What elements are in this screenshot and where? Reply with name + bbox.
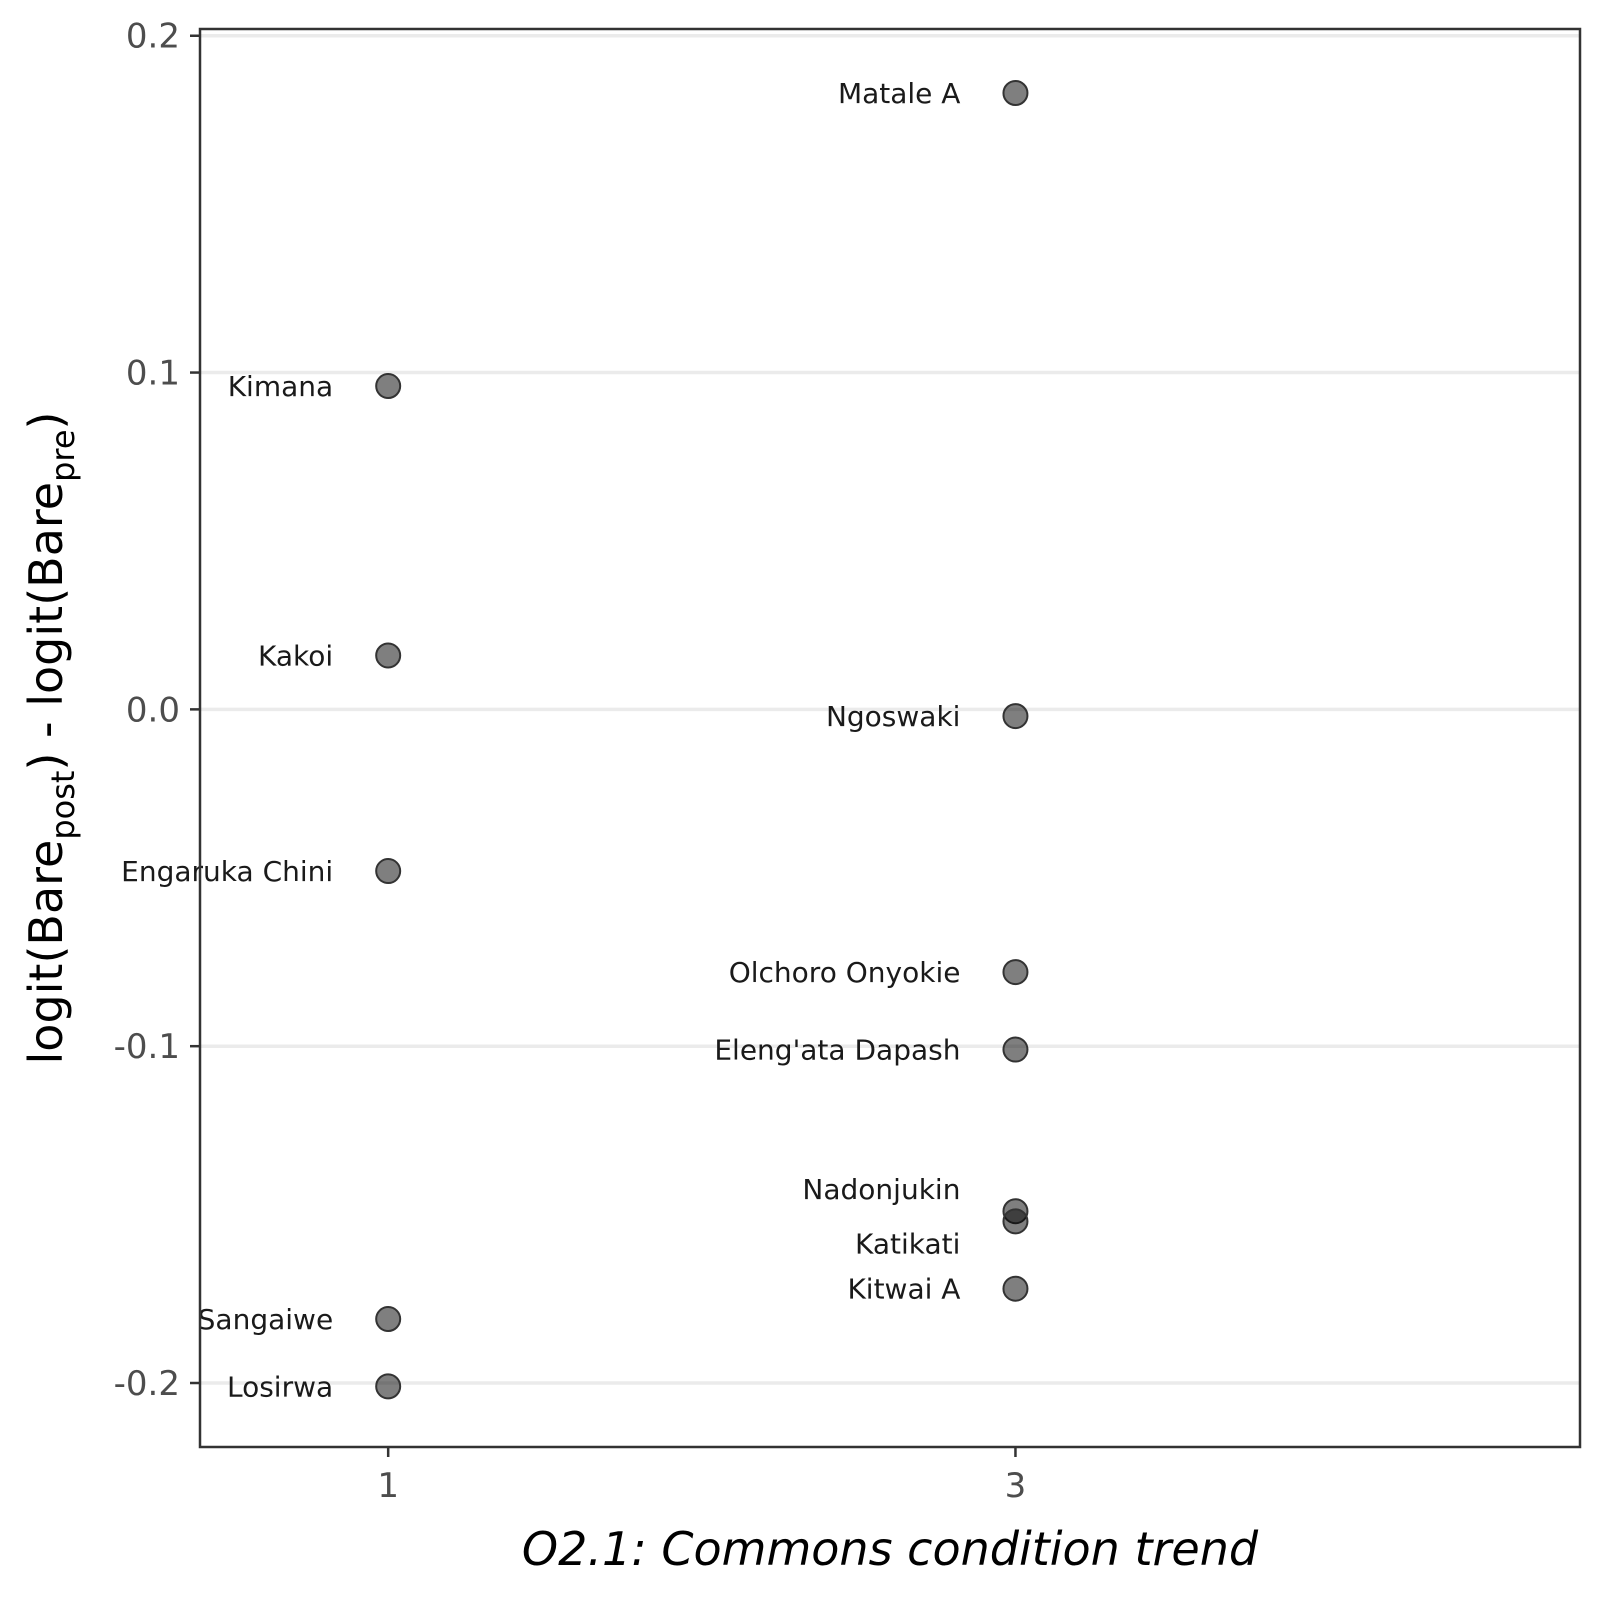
point-label: Olchoro Onyokie (729, 956, 961, 989)
x-axis-title: O2.1: Commons condition trend (522, 1522, 1259, 1576)
y-axis-title-sub-post: post (44, 771, 82, 840)
point-label: Kimana (228, 370, 333, 403)
point-label: Eleng'ata Dapash (714, 1034, 960, 1067)
point-label: Nadonjukin (802, 1173, 960, 1206)
data-point (375, 858, 402, 885)
data-point (375, 1373, 402, 1400)
point-label: Katikati (855, 1227, 960, 1260)
point-label: Kakoi (258, 639, 333, 672)
point-label: Matale A (838, 77, 961, 110)
point-labels: Matale A Kimana Kakoi Ngoswaki Engaruka Chin… (121, 77, 960, 1403)
y-tick-label: -0.2 (114, 1364, 180, 1404)
data-point (375, 642, 402, 669)
point-label: Ngoswaki (826, 700, 961, 733)
data-point (375, 1306, 402, 1333)
point-label: Losirwa (227, 1370, 333, 1403)
point-label: Kitwai A (847, 1273, 960, 1306)
data-point (1002, 1275, 1029, 1302)
data-point (1002, 1036, 1029, 1063)
y-axis-title-suffix: ) (19, 412, 73, 430)
y-tick-label: 0.2 (126, 17, 180, 57)
y-tick-label: 0.1 (126, 354, 180, 394)
plot-frame (198, 27, 1582, 1449)
data-point (1002, 1208, 1029, 1235)
x-tick-label: 1 (377, 1466, 399, 1506)
data-point (1002, 703, 1029, 730)
y-axis-title-prefix: logit(Bare (19, 840, 73, 1065)
grid-lines (200, 33, 1580, 1385)
y-axis-title-middle: ) - logit(Bare (19, 482, 73, 771)
data-point (375, 373, 402, 400)
y-axis-title-sub-pre: pre (44, 429, 82, 481)
y-axis-title: logit(Barepost) - logit(Barepre) (19, 412, 82, 1065)
y-tick-label: 0.0 (126, 690, 180, 730)
point-label: Sangaiwe (198, 1303, 334, 1336)
data-point (1002, 959, 1029, 986)
y-axis-ticks: 0.2 0.1 0.0 -0.1 -0.2 (114, 17, 200, 1404)
data-point (1002, 79, 1029, 106)
point-label: Engaruka Chini (121, 855, 333, 888)
y-tick-label: -0.1 (114, 1027, 180, 1067)
data-points (375, 79, 1029, 1400)
x-tick-label: 3 (1005, 1466, 1027, 1506)
